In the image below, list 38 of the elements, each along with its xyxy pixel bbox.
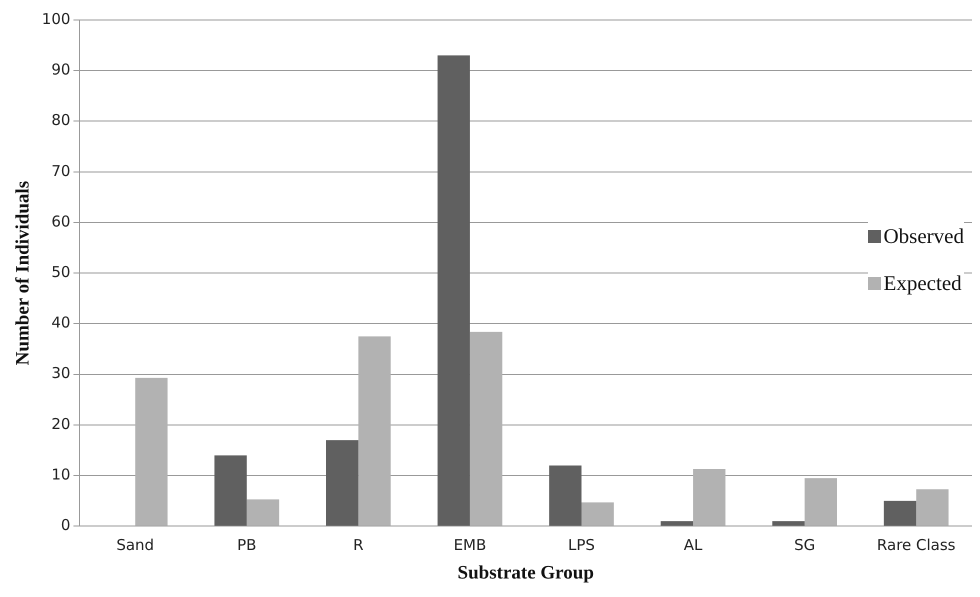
x-tick-label: EMB xyxy=(454,536,486,554)
legend-label: Observed xyxy=(884,224,964,249)
y-tick-label: 30 xyxy=(51,364,70,382)
y-tick-label: 50 xyxy=(51,262,70,281)
x-tick-label: R xyxy=(353,536,364,554)
bar xyxy=(358,336,391,526)
bar xyxy=(214,455,247,526)
x-tick-label: SG xyxy=(794,536,816,554)
x-axis-title: Substrate Group xyxy=(458,562,594,584)
y-tick-label: 70 xyxy=(51,162,70,180)
bar xyxy=(916,489,949,526)
y-tick-label: 60 xyxy=(51,212,70,230)
y-tick-label: 0 xyxy=(60,516,70,534)
y-tick-label: 80 xyxy=(51,111,70,130)
bar xyxy=(246,499,280,526)
x-tick-label: AL xyxy=(684,536,704,554)
bar xyxy=(884,500,916,526)
bar xyxy=(549,465,582,526)
bar xyxy=(693,469,726,526)
x-tick-label: LPS xyxy=(568,536,595,554)
bar xyxy=(660,521,694,526)
x-tick-label: Sand xyxy=(116,536,154,554)
y-tick-label: 20 xyxy=(51,414,70,433)
y-tick-label: 40 xyxy=(51,314,70,332)
y-tick-label: 10 xyxy=(51,465,70,484)
bar xyxy=(135,378,168,526)
bar xyxy=(772,521,805,526)
x-tick-label: PB xyxy=(237,536,256,554)
bar xyxy=(582,502,614,526)
bar xyxy=(438,55,470,526)
y-axis-title: Number of Individuals xyxy=(12,180,34,366)
y-tick-label: 100 xyxy=(42,10,70,28)
bar xyxy=(804,478,837,526)
bar xyxy=(326,440,358,526)
y-tick-label: 90 xyxy=(51,60,70,79)
bar xyxy=(470,332,502,526)
x-tick-label: Rare Class xyxy=(876,536,956,554)
legend-label: Expected xyxy=(884,271,962,296)
